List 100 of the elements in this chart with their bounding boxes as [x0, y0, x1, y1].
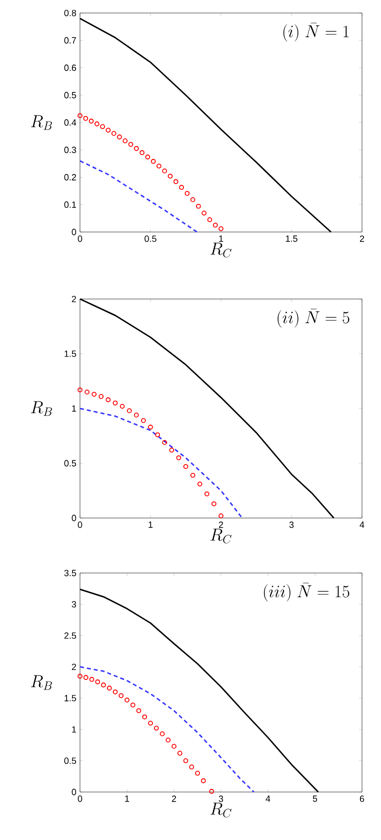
text: $(ii)\ \bar{N}=5$ — [278, 308, 350, 328]
point — [148, 720, 153, 726]
point — [184, 190, 190, 196]
point — [183, 464, 188, 469]
point — [134, 146, 139, 151]
point — [112, 400, 118, 406]
point — [197, 482, 202, 487]
y-tick-label: 3.5 — [64, 570, 76, 576]
line-series — [79, 408, 243, 519]
y-tick-label: 0.1 — [64, 201, 76, 208]
x-tick-label: 1 — [125, 796, 130, 802]
y-tick-label: 1 — [72, 726, 76, 733]
y-tick-label: 3 — [72, 601, 76, 608]
x-tick-label: 5 — [312, 796, 318, 802]
x-tick-label: 3 — [289, 522, 294, 528]
point — [190, 472, 196, 478]
point — [106, 128, 111, 133]
line-series — [79, 160, 198, 233]
y-tick-label: 0.7 — [64, 37, 76, 44]
point — [142, 714, 148, 720]
line-series — [79, 666, 255, 793]
point — [154, 726, 159, 731]
point — [176, 455, 182, 460]
x-tick-label: 0 — [78, 522, 82, 528]
point — [78, 674, 82, 679]
y-axis-title: $R_B$ — [30, 401, 52, 416]
point — [218, 226, 224, 232]
point — [126, 408, 132, 414]
point — [78, 387, 82, 392]
point — [83, 116, 88, 121]
point — [209, 788, 214, 794]
point — [162, 168, 168, 174]
point — [196, 204, 201, 209]
point — [212, 222, 218, 228]
point — [183, 758, 188, 764]
point — [190, 197, 196, 202]
point — [148, 424, 153, 430]
point — [101, 682, 106, 688]
x-tick-label: 4 — [360, 522, 364, 528]
point — [112, 689, 118, 694]
point — [160, 731, 165, 736]
x-axis-title: $R_C$ — [210, 802, 232, 818]
point — [173, 179, 178, 184]
x-axis-title: $R_C$ — [210, 242, 232, 258]
y-tick-label: 0 — [72, 788, 76, 796]
point — [95, 679, 100, 684]
y-tick-label: 2.5 — [64, 632, 76, 639]
y-tick-label: 0.8 — [64, 10, 76, 16]
y-tick-label: 1.5 — [64, 695, 76, 702]
point — [169, 448, 174, 453]
y-tick-label: 0.5 — [64, 460, 76, 466]
point — [134, 412, 139, 418]
x-axis-title: $R_C$ — [210, 528, 232, 544]
y-tick-label: 0.3 — [64, 146, 76, 154]
point — [78, 113, 82, 118]
point — [89, 676, 94, 682]
point — [83, 675, 88, 680]
x-tick-label: 1 — [219, 236, 224, 242]
y-tick-label: 1 — [72, 405, 76, 412]
point — [162, 440, 168, 445]
x-tick-label: 4 — [266, 796, 270, 802]
point — [189, 764, 194, 770]
point — [88, 118, 94, 124]
point — [168, 174, 173, 179]
x-tick-label: 0.5 — [144, 236, 156, 242]
y-tick-label: 0.5 — [64, 758, 76, 764]
point — [195, 770, 200, 776]
x-tick-label: 2 — [360, 236, 364, 242]
x-tick-label: 1 — [148, 522, 153, 528]
point — [179, 184, 184, 190]
x-tick-label: 2 — [172, 796, 176, 802]
point — [156, 164, 162, 168]
x-tick-label: 3 — [218, 796, 224, 802]
point — [106, 686, 112, 691]
point — [120, 404, 125, 409]
point — [84, 390, 90, 395]
y-tick-label: 1.5 — [64, 350, 76, 357]
y-tick-label: 2 — [72, 664, 76, 670]
x-tick-label: 6 — [360, 796, 364, 802]
point — [207, 217, 212, 222]
point — [150, 158, 156, 164]
point — [136, 708, 142, 714]
point — [155, 432, 160, 438]
point — [98, 394, 104, 399]
point — [145, 154, 150, 160]
y-tick-label: 2 — [72, 296, 76, 302]
point — [141, 418, 146, 423]
text: $(iii)\ \bar{N}=15$ — [264, 582, 350, 602]
point — [111, 131, 116, 136]
x-tick-label: 1.5 — [286, 236, 298, 242]
point — [128, 142, 134, 147]
y-tick-label: 0.4 — [64, 119, 76, 126]
point — [200, 778, 206, 784]
point — [106, 397, 111, 402]
point — [177, 750, 182, 756]
point — [94, 121, 100, 126]
y-tick-label: 0.2 — [64, 174, 76, 180]
point — [211, 501, 216, 506]
text: $(i)\ \bar{N}=1$ — [283, 22, 349, 42]
x-tick-label: 0 — [78, 236, 82, 242]
